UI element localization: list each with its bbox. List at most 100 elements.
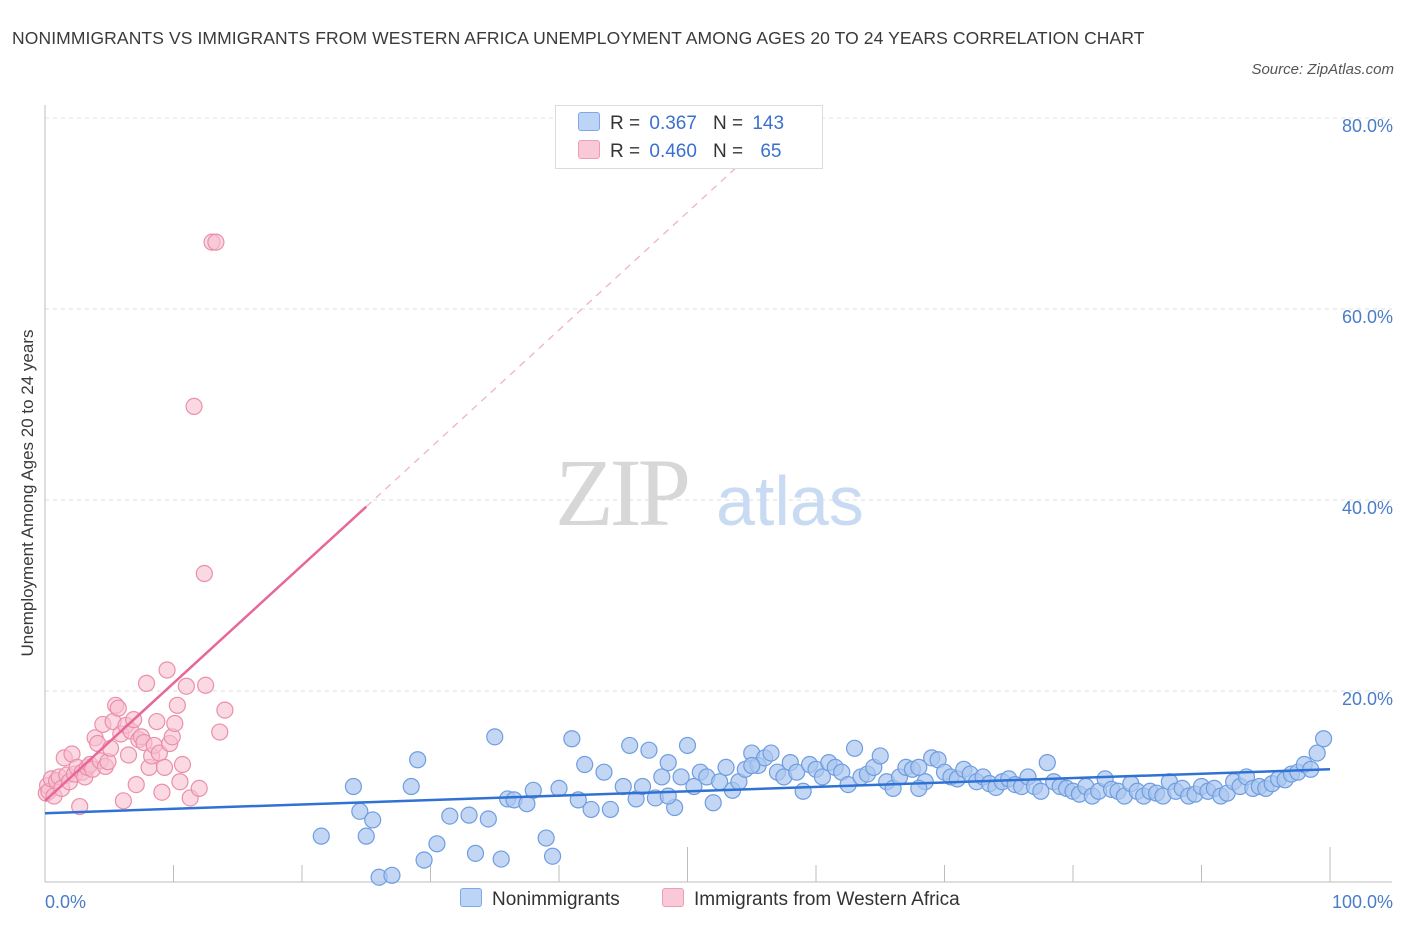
nonimmigrants-point — [428, 835, 446, 853]
legend-n-value: 65 — [760, 141, 782, 162]
nonimmigrants-point — [524, 781, 542, 799]
immigrants-point — [137, 674, 156, 692]
nonimmigrants-point — [762, 744, 780, 762]
nonimmigrants-point — [364, 811, 382, 829]
nonimmigrants-point — [845, 739, 864, 757]
nonimmigrants-point — [563, 730, 581, 748]
nonimmigrants-trend-line — [44, 768, 1331, 815]
watermark-zip: ZIP — [555, 439, 688, 546]
axis-layer — [44, 105, 1392, 883]
legend-n-value: 143 — [752, 113, 785, 134]
nonimmigrants-point — [659, 787, 677, 805]
immigrants-point — [171, 773, 189, 791]
nonimmigrants-point — [743, 756, 761, 775]
nonimmigrants-point — [466, 844, 485, 862]
nonimmigrants-point — [704, 794, 722, 812]
immigrants-point — [211, 723, 229, 741]
nonimmigrants-point — [678, 736, 697, 755]
nonimmigrants-point — [1038, 754, 1056, 772]
immigrants-point — [158, 661, 176, 679]
legend-row-nonimmigrants: R = 0.367 N = 143 — [578, 112, 784, 138]
nonimmigrants-point — [672, 768, 690, 786]
immigrants-point — [119, 746, 138, 764]
immigrants-swatch — [578, 140, 600, 159]
stats-legend: R = 0.367 N = 143 R = 0.460 N = 65 — [555, 105, 823, 169]
nonimmigrants-point — [653, 768, 671, 786]
nonimmigrants-point — [871, 747, 889, 765]
legend-r-label: R = — [610, 141, 641, 162]
legend-n-label: N = — [712, 113, 744, 134]
nonimmigrants-point — [550, 779, 568, 798]
nonimmigrants-point — [640, 741, 658, 759]
nonimmigrants-point — [543, 847, 562, 865]
trend-layer — [44, 152, 1331, 815]
nonimmigrants-point — [479, 810, 497, 828]
nonimmigrants-point — [717, 758, 735, 777]
watermark: ZIP atlas — [555, 439, 864, 546]
nonimmigrants-point — [1314, 730, 1333, 748]
nonimmigrants-point — [633, 777, 652, 796]
nonimmigrants-point — [621, 736, 639, 755]
legend-r-label: R = — [610, 113, 641, 134]
nonimmigrants-point — [492, 850, 510, 868]
immigrants-point — [216, 701, 234, 719]
immigrants-point — [197, 676, 215, 694]
nonimmigrants-point — [537, 829, 555, 847]
nonimmigrants-point — [601, 800, 620, 819]
immigrants-trend-extension — [365, 152, 753, 508]
watermark-atlas: atlas — [716, 462, 864, 540]
nonimmigrants-point — [409, 751, 427, 769]
legend-r-value: 0.367 — [649, 113, 697, 134]
immigrants-point — [71, 797, 89, 816]
nonimmigrants-point — [813, 768, 832, 786]
nonimmigrants-point — [344, 777, 362, 796]
nonimmigrants-point — [486, 728, 504, 746]
immigrants-point — [190, 779, 208, 798]
bottom-legend-label: Immigrants from Western Africa — [694, 889, 960, 910]
y-axis-label: Unemployment Among Ages 20 to 24 years — [18, 330, 37, 657]
tick-label-layer: 20.0% 40.0% 60.0% 80.0% 0.0% 100.0% — [45, 116, 1393, 912]
chart-source: Source: ZipAtlas.com — [1251, 61, 1394, 78]
immigrants-point — [153, 783, 171, 801]
nonimmigrants-point — [910, 758, 928, 777]
immigrants-point — [114, 792, 132, 810]
bottom-legend-nonimmigrants: Nonimmigrants — [460, 888, 620, 911]
nonimmigrants-point — [1308, 744, 1326, 762]
immigrants-point — [177, 677, 195, 695]
immigrants-point — [185, 397, 203, 416]
immigrants-trend-line — [44, 505, 368, 802]
chart-title: NONIMMIGRANTS VS IMMIGRANTS FROM WESTERN… — [12, 28, 1145, 48]
nonimmigrants-point — [1032, 782, 1050, 800]
nonimmigrants-point — [402, 777, 420, 796]
x-tick-label: 100.0% — [1332, 892, 1393, 912]
immigrants-point — [168, 696, 186, 714]
legend-r-value: 0.460 — [649, 141, 697, 162]
bottom-legend-label: Nonimmigrants — [492, 889, 620, 910]
x-tick-label: 0.0% — [45, 892, 86, 912]
nonimmigrants-point — [595, 763, 613, 781]
nonimmigrants-point — [383, 866, 401, 884]
y-tick-label: 20.0% — [1342, 689, 1393, 709]
immigrants-point — [155, 758, 174, 777]
nonimmigrants-point — [794, 782, 812, 800]
immigrants-legend-swatch — [662, 888, 684, 907]
immigrants-point — [173, 755, 192, 774]
immigrants-point — [195, 564, 213, 583]
legend-n-label: N = — [712, 141, 744, 162]
nonimmigrants-point — [659, 754, 677, 772]
nonimmigrants-point — [312, 827, 330, 845]
immigrants-point — [148, 712, 166, 731]
nonimmigrants-point — [441, 807, 459, 825]
grid-layer — [45, 117, 1392, 692]
points-layer — [37, 233, 1333, 886]
y-tick-label: 60.0% — [1342, 307, 1393, 327]
legend-row-immigrants: R = 0.460 N = 65 — [578, 140, 781, 166]
immigrants-point — [127, 775, 145, 794]
nonimmigrants-point — [576, 755, 594, 774]
y-tick-label: 40.0% — [1342, 498, 1393, 518]
nonimmigrants-swatch — [578, 112, 600, 131]
bottom-legend-immigrants: Immigrants from Western Africa — [662, 888, 960, 911]
nonimmigrants-point — [788, 763, 806, 781]
immigrants-point — [207, 233, 225, 251]
